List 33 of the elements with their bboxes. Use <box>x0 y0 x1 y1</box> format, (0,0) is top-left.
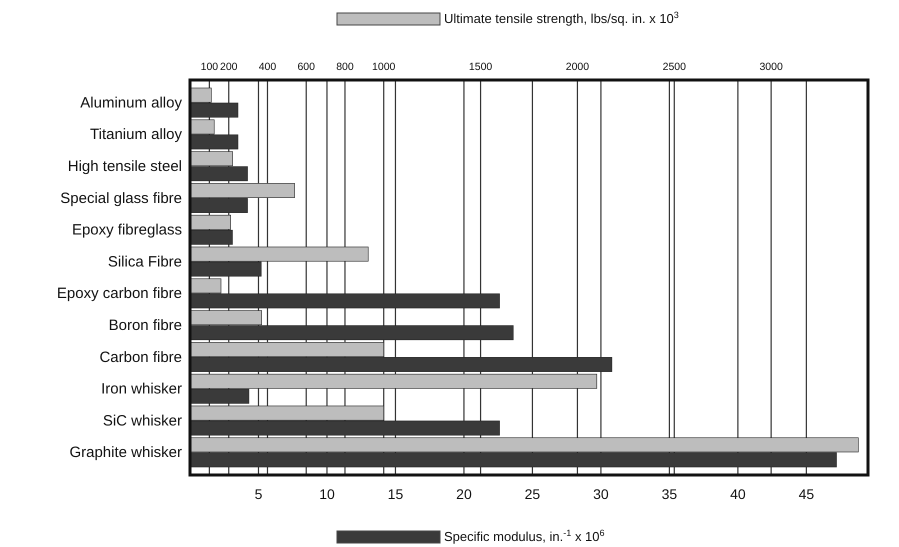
y-tick-label: Titanium alloy <box>90 126 182 144</box>
x2-tick-label: 3000 <box>759 61 783 73</box>
x2-tick-label: 800 <box>336 61 354 73</box>
y-tick-label: Boron fibre <box>108 316 182 334</box>
x-tick-label: 15 <box>388 486 404 502</box>
x2-tick-label: 1000 <box>372 61 396 73</box>
y-tick-label: Special glass fibre <box>60 190 182 207</box>
y-tick-label: Aluminum alloy <box>80 94 182 112</box>
x-tick-label: 10 <box>319 486 335 502</box>
x-tick-label: 35 <box>662 486 678 502</box>
x2-tick-label: 1500 <box>468 61 492 73</box>
x-axis-title: Specific modulus, in.$^{-1}$ x 10$^{6}$ <box>444 528 605 544</box>
y-tick-label: Graphite whisker <box>69 444 182 462</box>
x2-axis-title: Ultimate tensile strength, lbs/sq. in. x 10$^{3}$ <box>444 10 679 26</box>
y-tick-label: Carbon fibre <box>99 348 182 366</box>
y-tick-label: Epoxy fibreglass <box>72 222 182 239</box>
x-tick-label: 30 <box>593 486 609 502</box>
y-tick-label: High tensile steel <box>68 158 182 176</box>
x-tick-label: 40 <box>730 486 746 502</box>
x-tick-label: 25 <box>524 486 540 502</box>
y-tick-label: Epoxy carbon fibre <box>56 285 182 302</box>
y-tick-label: Iron whisker <box>101 380 182 398</box>
x-tick-label: 20 <box>456 486 472 502</box>
x2-tick-label: 400 <box>258 61 276 73</box>
y-tick-label: SiC whisker <box>102 412 182 430</box>
x2-tick-label: 200 <box>220 61 238 73</box>
x2-tick-label: 2000 <box>566 61 590 73</box>
x2-tick-label: 100 <box>200 61 218 73</box>
x2-tick-label: 600 <box>297 61 316 73</box>
x2-tick-label: 2500 <box>662 61 686 73</box>
x-tick-label: 45 <box>798 486 814 502</box>
x-tick-label: 5 <box>254 486 263 502</box>
y-tick-label: Silica Fibre <box>108 253 182 270</box>
